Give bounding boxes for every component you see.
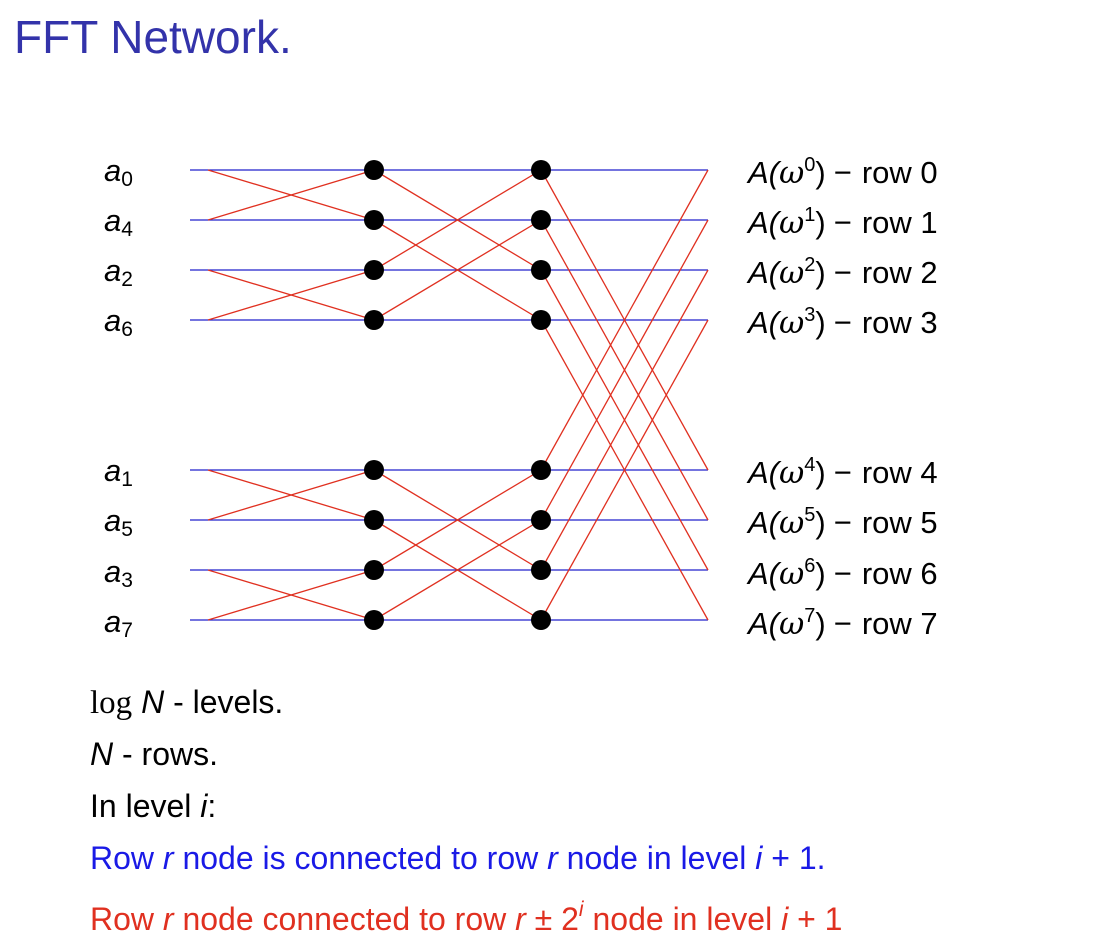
node-level-1-row-3: [364, 310, 384, 330]
input-label-a1: a1: [104, 453, 133, 491]
node-level-1-row-6: [364, 560, 384, 580]
node-level-1-row-5: [364, 510, 384, 530]
input-label-a5: a5: [104, 503, 133, 541]
node-level-2-row-5: [531, 510, 551, 530]
input-label-a0: a0: [104, 153, 133, 191]
node-level-1-row-0: [364, 160, 384, 180]
cross-edge-level-1-row-7: [373, 519, 542, 621]
node-level-2-row-7: [531, 610, 551, 630]
node-level-2-row-1: [531, 210, 551, 230]
node-level-2-row-3: [531, 310, 551, 330]
note-rows: N - rows.: [90, 736, 218, 772]
node-level-2-row-4: [531, 460, 551, 480]
output-label-row-1: A(ω1) − row 1: [748, 204, 938, 241]
cross-edge-level-0-row-7: [207, 569, 375, 621]
node-level-1-row-2: [364, 260, 384, 280]
cross-edge-level-0-row-5: [207, 469, 375, 521]
cross-edge-level-0-row-1: [207, 169, 375, 221]
input-label-a6: a6: [104, 303, 133, 341]
input-label-a7: a7: [104, 604, 133, 642]
cross-edge-level-1-row-3: [373, 219, 542, 321]
note-straight-connection: Row r node is connected to row r node in…: [90, 840, 826, 876]
cross-edge-level-2-row-6: [540, 269, 709, 571]
output-label-row-2: A(ω2) − row 2: [748, 254, 938, 291]
output-label-row-7: A(ω7) − row 7: [748, 605, 938, 642]
node-level-1-row-1: [364, 210, 384, 230]
input-label-a2: a2: [104, 253, 133, 291]
cross-edge-level-2-row-5: [540, 219, 709, 521]
note-levels: log N - levels.: [90, 684, 284, 721]
note-cross-connection: Row r node connected to row r ± 2i node …: [90, 898, 843, 937]
output-label-row-4: A(ω4) − row 4: [748, 454, 938, 491]
node-level-1-row-7: [364, 610, 384, 630]
input-label-a3: a3: [104, 554, 133, 592]
cross-edge-level-1-row-2: [373, 169, 542, 271]
cross-edge-level-0-row-3: [207, 269, 375, 321]
cross-edge-level-1-row-6: [373, 469, 542, 571]
cross-edge-level-2-row-7: [540, 319, 709, 621]
node-level-2-row-0: [531, 160, 551, 180]
output-label-row-5: A(ω5) − row 5: [748, 504, 938, 541]
output-label-row-0: A(ω0) − row 0: [748, 154, 938, 191]
node-level-2-row-6: [531, 560, 551, 580]
node-level-1-row-4: [364, 460, 384, 480]
notes-block: log N - levels. N - rows. In level i: Ro…: [90, 676, 843, 937]
note-in-level: In level i:: [90, 788, 217, 824]
cross-edge-level-2-row-4: [540, 169, 709, 471]
input-label-a4: a4: [104, 203, 133, 241]
node-level-2-row-2: [531, 260, 551, 280]
output-label-row-6: A(ω6) − row 6: [748, 555, 938, 592]
page-title: FFT Network.: [14, 11, 292, 63]
output-label-row-3: A(ω3) − row 3: [748, 304, 938, 341]
